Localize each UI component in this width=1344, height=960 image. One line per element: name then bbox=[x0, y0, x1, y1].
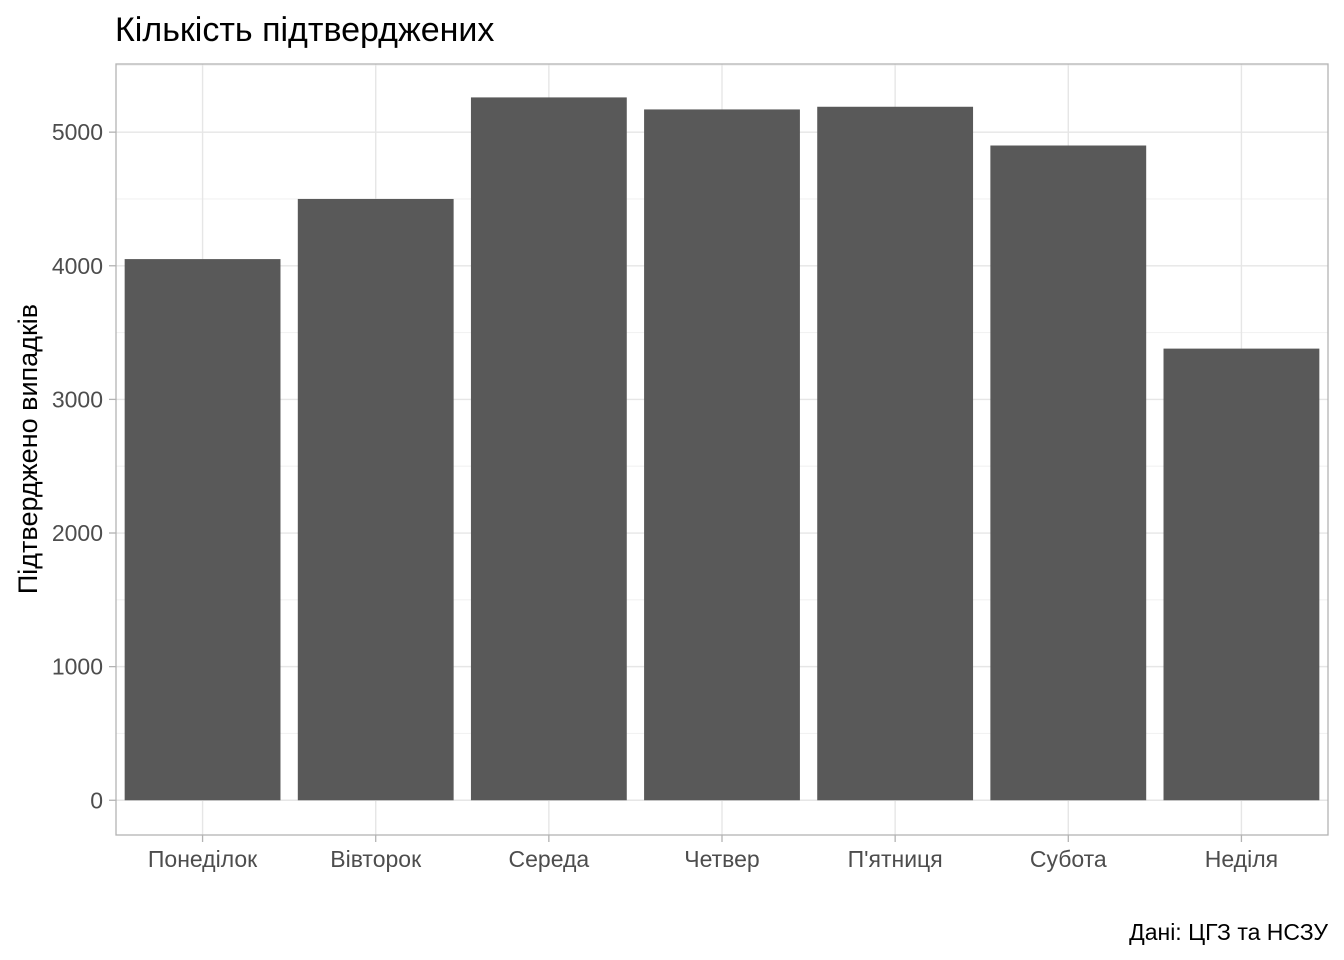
y-tick-label: 1000 bbox=[52, 654, 103, 680]
x-axis-ticks: Понеділок Вівторок Середа Четвер П'ятниця Суб… bbox=[148, 835, 1278, 872]
bar bbox=[1163, 348, 1320, 801]
bar bbox=[644, 109, 800, 801]
y-tick-label: 3000 bbox=[52, 386, 103, 412]
bar bbox=[470, 97, 627, 801]
y-tick-label: 0 bbox=[90, 787, 103, 813]
bars bbox=[124, 97, 1320, 801]
x-tick-label: Субота bbox=[1030, 846, 1107, 872]
y-tick-label: 5000 bbox=[52, 119, 103, 145]
y-tick-label: 2000 bbox=[52, 520, 103, 546]
chart-title: Кількість підтверджених bbox=[115, 11, 494, 49]
x-tick-label: П'ятниця bbox=[848, 846, 943, 872]
y-tick-label: 4000 bbox=[52, 253, 103, 279]
bar bbox=[817, 106, 974, 801]
y-axis-ticks: 0 1000 2000 3000 4000 5000 bbox=[52, 119, 116, 813]
chart-caption: Дані: ЦГЗ та НСЗУ bbox=[1129, 919, 1328, 945]
x-tick-label: Вівторок bbox=[330, 846, 422, 872]
bar bbox=[124, 259, 281, 801]
bar bbox=[297, 198, 454, 801]
bar bbox=[990, 145, 1147, 801]
x-tick-label: Неділя bbox=[1205, 846, 1278, 872]
x-tick-label: Середа bbox=[509, 846, 590, 872]
x-tick-label: Четвер bbox=[684, 846, 759, 872]
x-tick-label: Понеділок bbox=[148, 846, 258, 872]
y-axis-label: Підтверджено випадків bbox=[13, 304, 43, 594]
